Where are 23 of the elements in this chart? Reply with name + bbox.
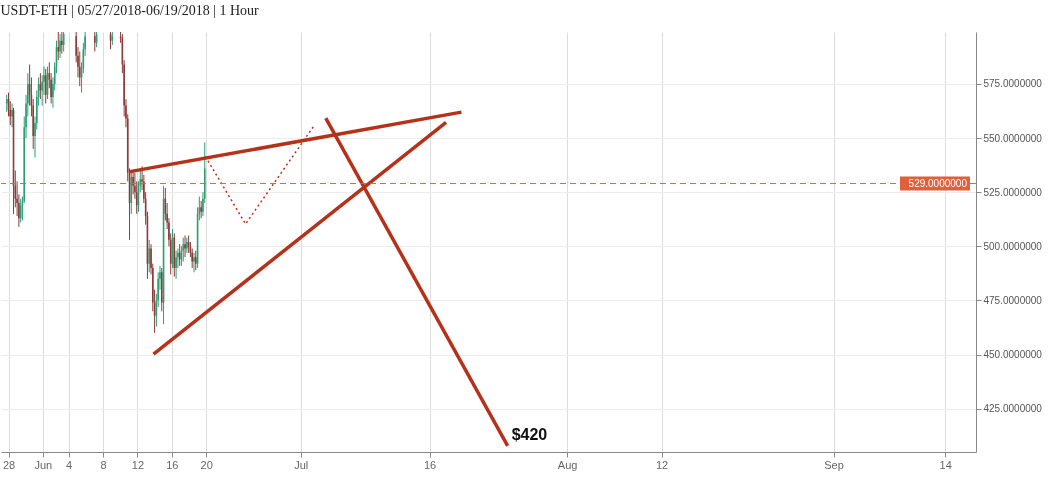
x-tick-label: 12 xyxy=(131,458,145,471)
ref-line-label: 529.0000000 xyxy=(908,177,968,189)
x-tick-label: 14 xyxy=(939,458,952,471)
x-tick-label: 12 xyxy=(656,458,669,471)
y-tick-label: 475.0000000 xyxy=(983,294,1043,306)
x-tick-label: Sep xyxy=(824,458,844,471)
chart-title: USDT-ETH | 05/27/2018-06/19/2018 | 1 Hour xyxy=(0,3,260,18)
x-tick-label: 20 xyxy=(200,458,213,471)
y-tick-label: 425.0000000 xyxy=(983,403,1043,415)
y-tick-label: 500.0000000 xyxy=(983,240,1043,252)
y-tick-label: 550.0000000 xyxy=(983,132,1043,144)
x-tick-label: 16 xyxy=(166,458,179,471)
x-tick-label: 4 xyxy=(66,458,73,471)
y-tick-label: 525.0000000 xyxy=(983,186,1043,198)
annotation: $420 xyxy=(511,425,548,443)
y-tick-label: 575.0000000 xyxy=(983,78,1043,90)
x-tick-label: 28 xyxy=(2,458,16,471)
y-tick-label: 450.0000000 xyxy=(983,349,1043,361)
x-tick-label: 8 xyxy=(100,458,107,471)
x-tick-label: Jul xyxy=(294,458,309,471)
x-tick-label: Aug xyxy=(557,458,578,471)
x-tick-label: Jun xyxy=(34,458,53,471)
x-tick-label: 16 xyxy=(423,458,437,471)
